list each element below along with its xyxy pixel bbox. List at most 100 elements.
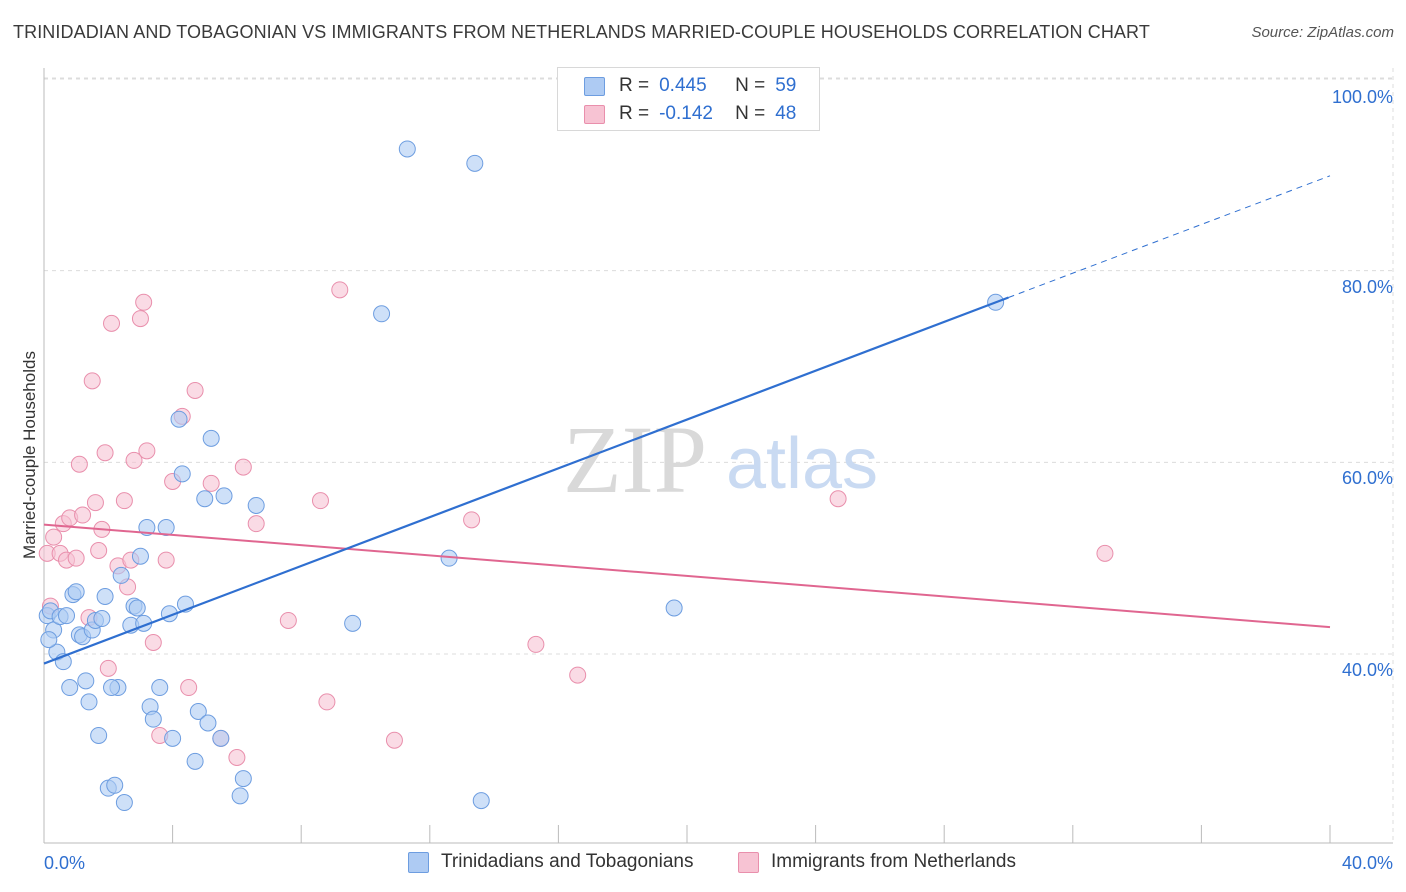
trinidadian-point: [665, 599, 683, 617]
watermark-zip: ZIP: [563, 406, 707, 513]
y-tick-label: 40.0%: [1341, 660, 1393, 680]
netherlands-point: [70, 455, 88, 473]
trinidadian-trend-extension: [1008, 175, 1331, 298]
netherlands-point: [311, 492, 329, 510]
legend-row-trinidadian: R = 0.445 N = 59: [558, 72, 796, 100]
trinidadian-point: [186, 752, 204, 770]
legend-n-label: N =: [735, 75, 766, 96]
trinidadian-point: [164, 729, 182, 747]
trinidadian-point: [173, 465, 191, 483]
netherlands-point: [234, 458, 252, 476]
netherlands-point: [90, 542, 108, 559]
trinidadian-point: [128, 599, 146, 617]
axes: [43, 68, 1393, 844]
netherlands-point: [138, 442, 156, 460]
trinidadian-point: [106, 776, 124, 794]
netherlands-point: [1096, 544, 1114, 562]
trinidadian-point: [398, 140, 416, 158]
trinidadian-point: [67, 583, 85, 601]
netherlands-point: [131, 310, 149, 328]
trinidadian-point: [157, 519, 175, 536]
netherlands-point: [463, 511, 481, 529]
trinidadian-point: [61, 679, 79, 697]
trinidadian-point: [373, 305, 391, 323]
trinidadian-point: [96, 588, 114, 605]
trinidadian-point: [466, 154, 484, 172]
trinidadian-point: [212, 729, 230, 747]
correlation-legend: R = 0.445 N = 59 R = -0.142 N = 48: [557, 67, 820, 131]
trinidadian-point: [199, 714, 217, 732]
legend-n-value: 59: [775, 75, 797, 96]
trinidadian-point: [196, 490, 214, 508]
trinidadian-point: [77, 672, 95, 690]
trinidadian-point: [131, 547, 149, 565]
netherlands-point: [569, 666, 587, 684]
trinidadian-point: [202, 429, 220, 447]
trinidadian-points: [38, 140, 1005, 812]
netherlands-point: [86, 494, 104, 512]
netherlands-point: [186, 381, 204, 399]
trinidadian-point: [247, 496, 265, 514]
x-tick-label: 0.0%: [44, 853, 86, 873]
netherlands-point: [279, 611, 297, 629]
netherlands-point: [228, 749, 246, 766]
netherlands-point: [385, 731, 403, 749]
trinidadian-point: [93, 610, 111, 628]
series-swatch-pink: [738, 851, 759, 873]
trinidadian-point: [231, 787, 249, 805]
y-tick-label: 100.0%: [1331, 87, 1393, 107]
trinidadian-trend-line: [43, 296, 1009, 665]
netherlands-point: [96, 444, 114, 462]
legend-swatch-pink: [584, 104, 605, 124]
trinidadian-point: [40, 631, 58, 649]
trinidadian-point: [189, 703, 207, 720]
netherlands-point: [144, 634, 162, 651]
netherlands-points: [38, 281, 1114, 766]
netherlands-point: [83, 372, 101, 390]
series-legend-label: Trinidadians and Tobagonians: [441, 851, 694, 872]
netherlands-point: [157, 551, 175, 569]
legend-swatch-blue: [584, 76, 605, 96]
chart-title: TRINIDADIAN AND TOBAGONIAN VS IMMIGRANTS…: [13, 22, 1150, 42]
netherlands-point: [74, 506, 92, 524]
trinidadian-point: [472, 792, 490, 810]
trend-lines: [43, 175, 1331, 665]
trinidadian-point: [58, 607, 76, 625]
netherlands-point: [125, 451, 143, 469]
netherlands-point: [318, 693, 336, 711]
netherlands-point: [103, 314, 121, 332]
grid-lines: [44, 68, 1394, 843]
netherlands-point: [247, 515, 265, 533]
trinidadian-point: [80, 693, 98, 711]
legend-r-value: -0.142: [659, 103, 713, 124]
netherlands-point: [202, 474, 220, 492]
series-legend-item-trinidadian: Trinidadians and Tobagonians: [408, 851, 693, 873]
netherlands-point: [135, 293, 153, 311]
netherlands-point: [45, 528, 63, 546]
trinidadian-point: [103, 679, 121, 697]
legend-r-label: R =: [619, 103, 650, 124]
netherlands-point: [180, 679, 198, 697]
netherlands-trend-line: [43, 523, 1331, 629]
trinidadian-point: [115, 794, 133, 812]
source-credit: Source: ZipAtlas.com: [1251, 24, 1394, 41]
netherlands-point: [99, 659, 117, 677]
trinidadian-point: [170, 410, 188, 428]
netherlands-point: [67, 549, 85, 567]
trinidadian-point: [215, 487, 233, 505]
legend-n-label: N =: [735, 103, 766, 124]
trinidadian-point: [112, 566, 130, 584]
netherlands-point: [829, 490, 847, 508]
watermark-atlas: atlas: [726, 424, 878, 504]
legend-r-label: R =: [619, 75, 650, 96]
trinidadian-point: [151, 679, 169, 697]
x-tick-label: 40.0%: [1341, 853, 1393, 873]
trinidadian-point: [144, 710, 162, 728]
series-swatch-blue: [408, 851, 429, 873]
series-legend-item-netherlands: Immigrants from Netherlands: [738, 851, 1016, 873]
legend-r-value: 0.445: [659, 75, 707, 96]
trinidadian-point: [90, 726, 108, 744]
legend-row-netherlands: R = -0.142 N = 48: [558, 100, 796, 128]
legend-n-value: 48: [775, 103, 797, 124]
